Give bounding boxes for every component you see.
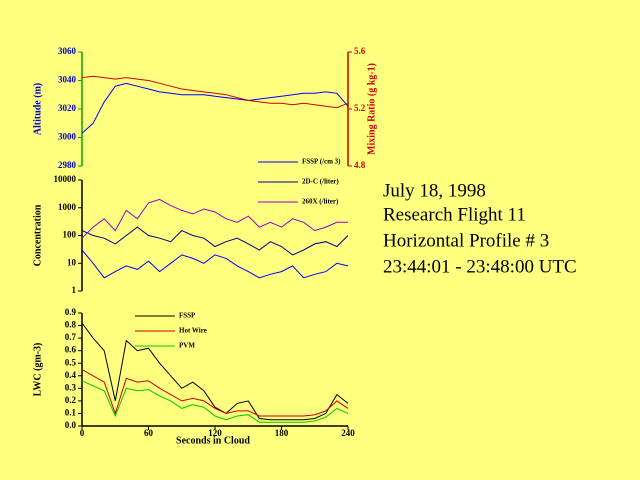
y-tick-label: 0.7 (65, 332, 77, 342)
x-tick-label: 180 (275, 428, 289, 438)
y-tick-label: 1000 (58, 202, 77, 212)
series-line (81, 75, 349, 109)
legend-label: 2D-C (/liter) (302, 178, 339, 186)
y2-tick-label: 5.2 (354, 103, 366, 113)
y-tick-label: 0.2 (65, 395, 77, 405)
info-profile: Horizontal Profile # 3 (383, 230, 549, 251)
x-tick-label: 0 (80, 428, 85, 438)
y-tick-label: 3020 (58, 103, 77, 113)
series-line (81, 198, 348, 239)
y-tick-label: 3000 (58, 132, 77, 142)
y2-tick-label: 4.8 (354, 160, 366, 170)
y2-tick-label: 5.6 (354, 46, 366, 56)
y-tick-label: 0.8 (65, 320, 77, 330)
series-line (81, 249, 349, 279)
y-tick-label: 0.9 (65, 307, 77, 317)
y-tick-label: 0.3 (65, 382, 77, 392)
y-tick-label: 0.5 (65, 357, 77, 367)
y-tick-label: 0.0 (65, 420, 77, 430)
info-flight: Research Flight 11 (383, 204, 526, 225)
y-tick-label: 0.6 (65, 345, 77, 355)
y-axis-label: Concentration (32, 204, 43, 266)
y-tick-label: 3060 (58, 46, 77, 56)
series-line (81, 380, 349, 423)
y-tick-label: 3040 (58, 75, 77, 85)
y-tick-label: 1 (72, 285, 77, 295)
legend-label: FSSP (/cm 3) (302, 158, 341, 166)
series-line (81, 82, 349, 134)
y-tick-label: 2980 (58, 160, 77, 170)
y-tick-label: 10000 (54, 174, 77, 184)
x-tick-label: 120 (208, 428, 222, 438)
series-line (81, 369, 349, 417)
y-tick-label: 0.1 (65, 408, 77, 418)
info-time: 23:44:01 - 23:48:00 UTC (383, 256, 577, 277)
y-axis-label: Altitude (m) (32, 83, 43, 136)
legend-label: PVM (179, 342, 195, 350)
x-tick-label: 60 (144, 428, 154, 438)
y-tick-label: 0.4 (65, 370, 77, 380)
legend-label: FSSP (179, 312, 196, 320)
legend-label: 260X (/liter) (302, 198, 339, 206)
x-axis-label: Seconds in Cloud (176, 435, 250, 446)
series-line (81, 226, 349, 256)
y2-axis-label: Mixing Ratio (g kg-1) (366, 63, 377, 155)
legend-label: Hot Wire (179, 327, 207, 335)
y-tick-label: 10 (67, 257, 77, 267)
y-axis-label: LWC (gm-3) (32, 343, 43, 397)
y-tick-label: 100 (63, 230, 77, 240)
info-date: July 18, 1998 (383, 180, 486, 201)
series-line (81, 322, 349, 421)
x-tick-label: 240 (341, 428, 355, 438)
